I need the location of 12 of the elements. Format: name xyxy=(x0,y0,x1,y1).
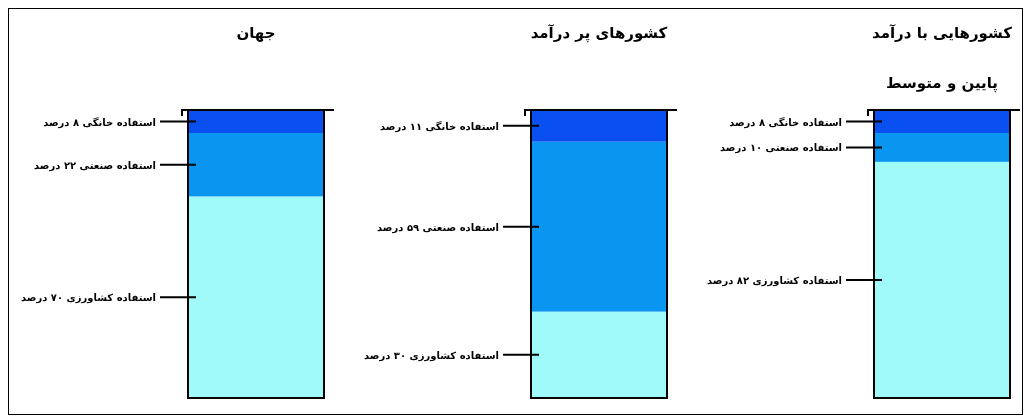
data-label: استفاده خانگی ۸ درصد xyxy=(729,115,842,129)
data-label: استفاده صنعتی ۲۲ درصد xyxy=(34,159,156,172)
data-label: استفاده صنعتی ۵۹ درصد xyxy=(377,221,499,234)
chart-title: جهان xyxy=(236,24,276,42)
data-label: استفاده خانگی ۱۱ درصد xyxy=(380,119,499,133)
chart-title: کشورهایی با درآمد پایین و متوسط xyxy=(871,24,1013,92)
data-label: استفاده کشاورزی ۷۰ درصد xyxy=(21,292,156,305)
data-label: استفاده کشاورزی ۳۰ درصد xyxy=(364,349,499,362)
data-label: استفاده کشاورزی ۸۲ درصد xyxy=(707,274,842,287)
data-label: استفاده خانگی ۸ درصد xyxy=(43,115,156,129)
data-label: استفاده صنعتی ۱۰ درصد xyxy=(720,142,842,155)
chart-title: کشورهای پر درآمد xyxy=(530,24,668,43)
